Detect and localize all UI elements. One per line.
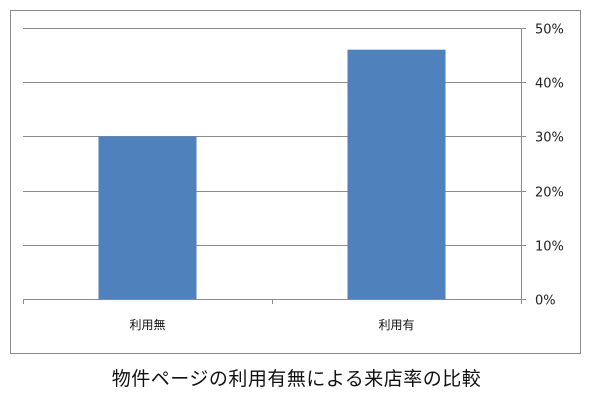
bar-0 <box>98 136 197 299</box>
y-tick-label-50: 50% <box>535 23 564 38</box>
y-tick-label-0: 0% <box>535 294 556 309</box>
y-tick-label-40: 40% <box>535 77 564 92</box>
y-tick-label-10: 10% <box>535 240 564 255</box>
y-tick-label-30: 30% <box>535 131 564 146</box>
chart-caption: 物件ページの利用有無による来店率の比較 <box>111 368 482 390</box>
x-tick-label-1: 利用有 <box>378 318 414 332</box>
y-tick-label-20: 20% <box>535 186 564 201</box>
x-tick-label-0: 利用無 <box>129 317 165 332</box>
bar-1 <box>347 49 446 300</box>
